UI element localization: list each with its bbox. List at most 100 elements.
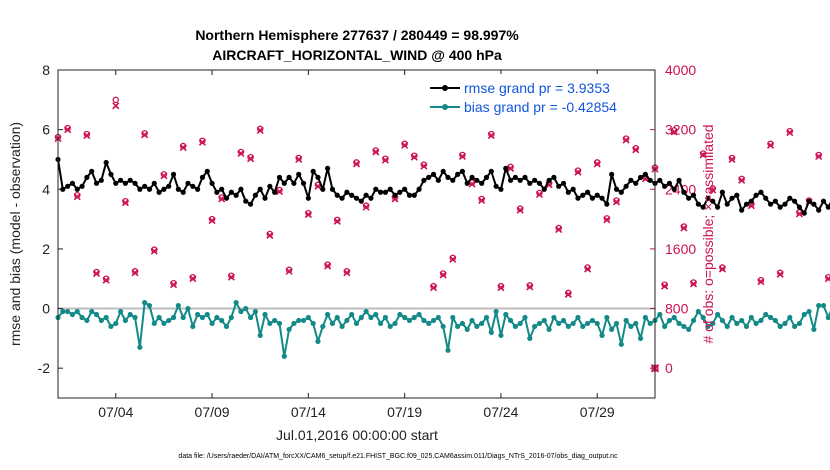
obs-assimilated-point <box>661 282 669 290</box>
y-right-tick-label: 1600 <box>665 241 696 257</box>
bias-point <box>450 314 456 321</box>
bias-point <box>796 320 803 327</box>
bias-point <box>459 320 466 327</box>
rmse-point <box>363 192 369 198</box>
rmse-point <box>445 174 451 180</box>
rmse-point <box>430 171 437 177</box>
bias-point <box>416 311 422 318</box>
bias-point <box>296 317 302 324</box>
rmse-point <box>310 168 316 174</box>
bias-point <box>113 320 119 327</box>
plot-frame <box>57 69 656 399</box>
rmse-point <box>743 201 750 207</box>
rmse-point <box>406 192 413 198</box>
obs-assimilated-point <box>622 136 630 144</box>
rmse-point <box>748 198 754 204</box>
bias-point <box>695 308 701 315</box>
legend-box <box>425 74 652 118</box>
bias-point <box>219 317 225 324</box>
bias-point <box>686 326 692 333</box>
obs-assimilated-point <box>612 198 621 206</box>
obs-assimilated-point <box>738 176 746 184</box>
obs-assimilated-point <box>410 153 418 161</box>
rmse-point <box>411 192 417 198</box>
y-left-tick-label: 0 <box>42 301 50 317</box>
bias-point <box>65 308 71 315</box>
bias-point <box>214 314 220 321</box>
bias-point <box>276 320 283 327</box>
bias-point <box>103 314 109 321</box>
bias-point <box>440 323 446 330</box>
rmse-point <box>724 201 730 207</box>
bias-point <box>469 317 475 324</box>
bias-point <box>551 314 557 321</box>
bias-point <box>743 323 750 330</box>
obs-assimilated-point <box>468 180 476 188</box>
obs-assimilated-point <box>401 141 409 149</box>
obs-assimilated-point <box>256 126 264 134</box>
rmse-point <box>103 159 109 166</box>
bias-point <box>243 305 249 312</box>
rmse-point <box>599 195 605 201</box>
bias-point <box>522 314 528 321</box>
rmse-point <box>758 189 764 195</box>
rmse-point <box>551 174 557 180</box>
bias-point <box>623 317 629 324</box>
obs-assimilated-point <box>237 149 245 158</box>
bias-point <box>411 314 417 321</box>
obs-assimilated-point <box>391 195 399 203</box>
obs-assimilated-point <box>208 217 216 225</box>
obs-assimilated-point <box>458 152 466 161</box>
bias-point <box>387 323 393 330</box>
rmse-point <box>782 201 788 207</box>
bias-point <box>305 314 311 321</box>
bias-point <box>344 317 350 324</box>
rmse-point <box>623 183 629 189</box>
y-left-tick-label: 6 <box>42 122 50 138</box>
rmse-point <box>628 177 634 183</box>
bias-point <box>753 320 759 327</box>
bias-point <box>498 332 504 338</box>
obs-assimilated-point <box>603 216 611 224</box>
x-tick-label: 07/09 <box>195 404 230 420</box>
bias-point <box>223 323 230 330</box>
rmse-point <box>325 165 331 171</box>
bias-point <box>825 314 830 321</box>
bias-point <box>300 317 307 324</box>
bias-point <box>527 335 533 341</box>
rmse-point <box>753 192 759 198</box>
bias-point <box>787 314 793 321</box>
rmse-point <box>209 180 215 186</box>
bias-point <box>628 323 634 330</box>
rmse-point <box>512 174 518 180</box>
rmse-point <box>801 210 807 216</box>
rmse-point <box>435 177 441 183</box>
bias-point <box>580 323 586 330</box>
obs-assimilated-point <box>141 131 149 139</box>
obs-assimilated-point <box>247 155 255 163</box>
rmse-point <box>320 186 326 192</box>
rmse-point <box>440 168 446 174</box>
rmse-point <box>219 186 225 192</box>
rmse-point <box>156 189 162 195</box>
rmse-point <box>339 195 345 201</box>
bias-point <box>402 314 408 321</box>
rmse-point <box>108 171 114 177</box>
rmse-point <box>166 183 172 189</box>
y-axis-right-label: # of obs: o=possible; ×=assimilated <box>700 124 716 343</box>
bias-point <box>151 320 157 327</box>
rmse-point <box>286 174 292 180</box>
rmse-point <box>575 195 581 201</box>
obs-assimilated-point <box>478 196 486 205</box>
obs-assimilated-point <box>439 271 447 279</box>
bias-point <box>609 326 615 333</box>
bias-point <box>382 314 388 321</box>
bias-point <box>575 314 581 321</box>
bias-point <box>565 323 571 330</box>
bias-point <box>358 314 364 321</box>
rmse-point <box>89 168 95 174</box>
bias-point <box>74 308 80 315</box>
rmse-point <box>522 174 528 180</box>
bias-point <box>647 320 653 327</box>
bias-point <box>599 332 605 338</box>
